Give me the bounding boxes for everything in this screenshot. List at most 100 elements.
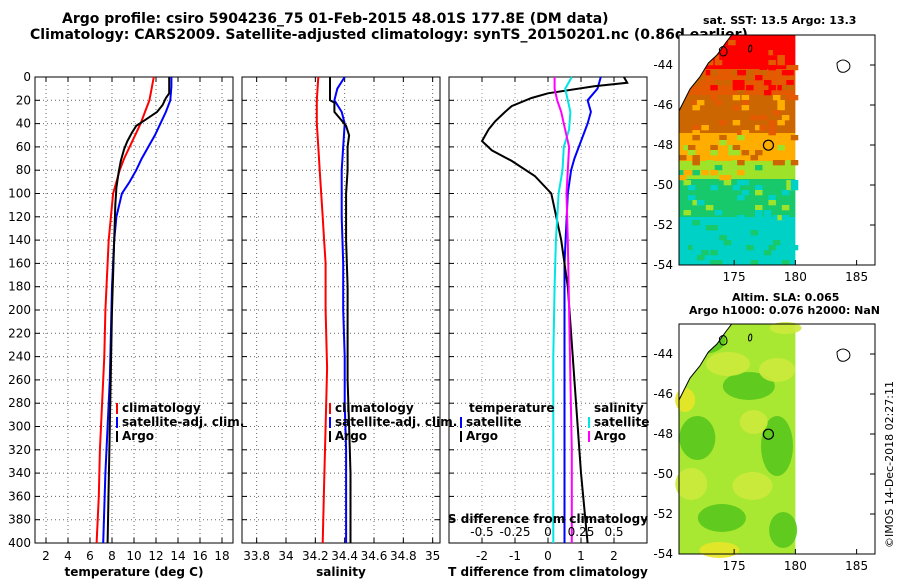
sst-pixel (755, 125, 763, 131)
sst-pixel (786, 180, 794, 186)
sst-pixel (781, 115, 790, 121)
sst-pixel (750, 260, 759, 266)
chatham-islands (836, 348, 851, 362)
sst-pixel (719, 140, 727, 146)
imos-credit: ©IMOS 14-Dec-2018 02:27:11 (883, 381, 896, 548)
x-tick-label: 0 (544, 549, 552, 563)
sst-pixel (719, 120, 727, 126)
x-tick-label: 34.6 (361, 549, 388, 563)
sst-pixel (705, 205, 714, 211)
sst-pixel (759, 65, 767, 71)
sst-pixel (714, 235, 723, 241)
x2-tick-label: -0.5 (470, 525, 493, 539)
sst-pixel (710, 250, 718, 256)
sst-pixel (710, 150, 718, 156)
sla-map-title-line-2: Argo h1000: 0.076 h2000: NaN (689, 304, 881, 317)
sst-pixel (772, 240, 781, 246)
x-tick-label: 16 (192, 549, 207, 563)
sst-pixel (768, 85, 776, 91)
x2-tick-label: 0.25 (568, 525, 595, 539)
y-tick-label: 400 (8, 536, 31, 550)
sst-pixel (741, 70, 750, 76)
sst-pixel (781, 215, 790, 221)
sst-pixel (759, 240, 767, 246)
sla-blob (769, 512, 798, 548)
map-y-tick-label: -54 (653, 547, 673, 561)
sst-pixel (781, 190, 790, 196)
x-tick-label: 10 (126, 549, 141, 563)
sal-legend-label: satellite-adj. clim. (335, 415, 457, 429)
sst-pixel (768, 200, 776, 206)
sst-pixel (759, 260, 767, 266)
sst-pixel (710, 70, 718, 76)
sst-pixel (705, 225, 714, 231)
sst-pixel (781, 260, 790, 266)
x-tick-label: 1 (577, 549, 585, 563)
sst-pixel (763, 80, 772, 86)
sst-pixel (710, 185, 718, 191)
sst-pixel (692, 135, 700, 141)
sst-pixel (732, 95, 741, 101)
map-y-tick-label: -54 (653, 258, 673, 272)
contour-line (718, 46, 728, 57)
x-tick-label: 18 (214, 549, 229, 563)
sst-pixel (696, 255, 705, 261)
sst-pixel (772, 110, 781, 116)
sst-pixel (692, 220, 700, 226)
sst-pixel (683, 170, 691, 176)
sst-pixel (714, 260, 723, 266)
sla-blob (699, 542, 740, 558)
sst-pixel (687, 195, 696, 201)
sst-pixel (714, 220, 723, 226)
sst-pixel (768, 195, 776, 201)
map-y-tick-label: -44 (653, 347, 673, 361)
y-tick-label: 320 (8, 443, 31, 457)
sst-pixel (732, 120, 741, 126)
sst-pixel (737, 130, 745, 136)
x2-tick-label: 0 (544, 525, 552, 539)
sst-pixel (772, 160, 781, 166)
sst-pixel (692, 80, 700, 86)
y-tick-label: 240 (8, 350, 31, 364)
x-tick-label: 4 (64, 549, 72, 563)
sst-pixel (790, 245, 799, 251)
sst-pixel (781, 70, 790, 76)
sla-blob (706, 352, 750, 376)
sst-pixel (741, 105, 750, 111)
map-y-tick-label: -46 (653, 98, 673, 112)
sst-pixel (732, 145, 741, 151)
x-tick-label: -1 (509, 549, 521, 563)
sst-pixel (790, 160, 799, 166)
sst-pixel (746, 85, 754, 91)
sst-pixel (723, 180, 732, 186)
sst-pixel (732, 185, 741, 191)
sst-pixel (763, 90, 772, 96)
x-tick-label: -2 (476, 549, 488, 563)
y-tick-label: 160 (8, 256, 31, 270)
temp-legend-label: satellite-adj. clim. (122, 415, 244, 429)
map-y-tick-label: -50 (653, 178, 673, 192)
sst-pixel (746, 70, 754, 76)
y-tick-label: 20 (16, 93, 31, 107)
sst-pixel (683, 250, 691, 256)
sst-pixel (741, 130, 750, 136)
sst-pixel (737, 215, 745, 221)
map-frame (678, 323, 876, 555)
title-line-1: Argo profile: csiro 5904236_75 01-Feb-20… (62, 11, 609, 27)
chatham-islands (836, 59, 851, 73)
sst-pixel (746, 40, 754, 46)
sst-pixel (786, 95, 794, 101)
sst-pixel (696, 75, 705, 81)
sst-pixel (714, 100, 723, 106)
y-tick-label: 380 (8, 513, 31, 527)
contour-line (718, 335, 728, 346)
sst-pixel (714, 80, 723, 86)
sst-pixel (750, 115, 759, 121)
map-x-tick-label: 185 (845, 270, 868, 284)
sst-pixel (732, 70, 741, 76)
sst-pixel (710, 225, 718, 231)
sst-pixel (777, 55, 785, 61)
y-tick-label: 360 (8, 489, 31, 503)
sst-pixel (687, 145, 696, 151)
x2-tick-label: -0.25 (499, 525, 530, 539)
